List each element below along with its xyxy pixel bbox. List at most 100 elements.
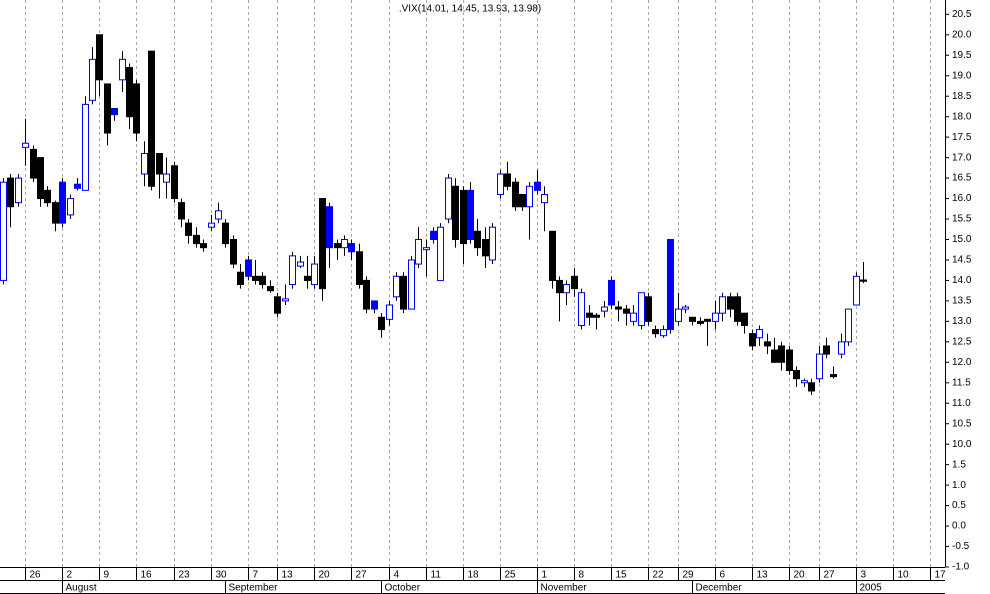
candle-body bbox=[823, 345, 830, 355]
y-tick-label: 13.5 bbox=[952, 296, 972, 307]
x-tick-label: 10 bbox=[898, 570, 910, 581]
candle-body bbox=[415, 238, 422, 265]
y-tick-label: 12.0 bbox=[952, 357, 972, 368]
candle-body bbox=[274, 296, 281, 314]
candle-body bbox=[245, 259, 252, 277]
candle-body bbox=[252, 275, 259, 281]
month-label: August bbox=[66, 583, 97, 594]
candle-body bbox=[319, 198, 326, 290]
candle-body bbox=[808, 382, 815, 392]
y-tick-label: 19.5 bbox=[952, 50, 972, 61]
candle-body bbox=[549, 230, 556, 281]
candle-body bbox=[816, 353, 823, 380]
candle-body bbox=[489, 226, 496, 261]
candle-body bbox=[59, 181, 66, 224]
candle-body bbox=[474, 230, 481, 249]
candle-body bbox=[22, 142, 29, 148]
candle-body bbox=[830, 374, 837, 378]
candle-body bbox=[393, 275, 400, 298]
candle-body bbox=[586, 312, 593, 318]
candle-body bbox=[15, 177, 22, 204]
candle-body bbox=[178, 202, 185, 220]
candle-body bbox=[526, 185, 533, 208]
candle-body bbox=[601, 306, 608, 312]
candle-body bbox=[556, 279, 563, 294]
x-tick-label: 30 bbox=[216, 570, 228, 581]
candle-body bbox=[697, 320, 704, 324]
candle-body bbox=[519, 193, 526, 208]
candle-body bbox=[222, 222, 229, 245]
candle-body bbox=[682, 306, 689, 310]
candle-body bbox=[630, 312, 637, 322]
x-tick-label: 11 bbox=[431, 570, 442, 581]
candle-body bbox=[67, 198, 74, 216]
candle-body bbox=[185, 222, 192, 236]
candle-body bbox=[111, 107, 118, 116]
candle-body bbox=[104, 83, 111, 134]
candle-body bbox=[408, 259, 415, 310]
candle-body bbox=[675, 308, 682, 322]
candle-body bbox=[52, 202, 59, 224]
y-tick-label: 20.0 bbox=[952, 29, 972, 40]
x-tick-label: 18 bbox=[468, 570, 480, 581]
candle-body bbox=[615, 306, 622, 310]
y-tick-label: 16.5 bbox=[952, 173, 972, 184]
month-label: 2005 bbox=[860, 583, 883, 594]
candle-body bbox=[7, 177, 14, 208]
x-tick-label: 16 bbox=[141, 570, 153, 581]
candle-body bbox=[44, 189, 51, 204]
month-label: October bbox=[385, 583, 421, 594]
candle-body bbox=[326, 206, 333, 249]
x-tick-label: 13 bbox=[757, 570, 769, 581]
candle-body bbox=[452, 185, 459, 240]
candle-body bbox=[334, 243, 341, 249]
candle-body bbox=[756, 329, 763, 339]
x-tick-label: 15 bbox=[616, 570, 628, 581]
y-tick-label: 10.5 bbox=[952, 418, 972, 429]
x-tick-label: 20 bbox=[319, 570, 331, 581]
candle-body bbox=[638, 292, 645, 326]
candle-body bbox=[230, 238, 237, 265]
candle-body bbox=[853, 275, 860, 306]
y-tick-label: 16.0 bbox=[952, 193, 972, 204]
candle-body bbox=[645, 296, 652, 322]
candle-body bbox=[0, 181, 7, 281]
y-tick-label: 10.0 bbox=[952, 439, 972, 450]
candle-body bbox=[289, 255, 296, 286]
candle-body bbox=[82, 103, 89, 191]
candle-body bbox=[133, 83, 140, 134]
candle-body bbox=[623, 308, 630, 314]
x-tick-label: 20 bbox=[794, 570, 806, 581]
candle-body bbox=[267, 286, 274, 292]
candle-body bbox=[578, 292, 585, 326]
x-tick-label: 3 bbox=[861, 570, 867, 581]
y-tick-label: 19.0 bbox=[952, 70, 972, 81]
candle-body bbox=[689, 316, 696, 322]
candle-body bbox=[749, 333, 756, 347]
chart-title: .VIX(14.01, 14.45, 13.93, 13.98) bbox=[399, 4, 541, 15]
candle-body bbox=[282, 298, 289, 302]
candle-body bbox=[437, 226, 444, 281]
candle-body bbox=[497, 173, 504, 195]
y-tick-label: 15.0 bbox=[952, 234, 972, 245]
month-label: November bbox=[541, 583, 588, 594]
y-tick-label: 0.5 bbox=[952, 500, 966, 511]
candle-body bbox=[171, 165, 178, 200]
candle-body bbox=[734, 296, 741, 322]
candle-body bbox=[304, 275, 311, 281]
candle-body bbox=[341, 238, 348, 249]
x-tick-label: 1 bbox=[542, 570, 548, 581]
x-tick-label: 6 bbox=[720, 570, 726, 581]
month-label: September bbox=[229, 583, 279, 594]
x-tick-label: 27 bbox=[824, 570, 836, 581]
candle-body bbox=[778, 345, 785, 363]
candle-body bbox=[200, 243, 207, 249]
y-tick-label: -1.0 bbox=[952, 562, 970, 573]
y-tick-label: 20.5 bbox=[952, 9, 972, 20]
x-tick-label: 9 bbox=[104, 570, 110, 581]
y-tick-label: 15.5 bbox=[952, 214, 972, 225]
candle-body bbox=[445, 177, 452, 220]
candle-body bbox=[193, 234, 200, 245]
